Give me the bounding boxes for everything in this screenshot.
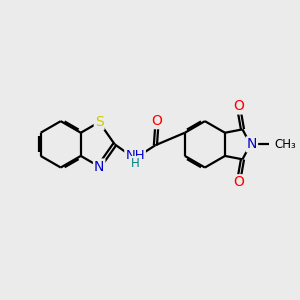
Text: O: O — [234, 100, 244, 113]
Text: H: H — [131, 157, 140, 169]
Text: S: S — [95, 115, 103, 129]
Text: O: O — [234, 175, 244, 189]
Text: NH: NH — [125, 148, 145, 162]
Text: CH₃: CH₃ — [274, 138, 296, 151]
Text: O: O — [152, 114, 162, 128]
Text: N: N — [247, 137, 257, 151]
Text: N: N — [94, 160, 104, 173]
